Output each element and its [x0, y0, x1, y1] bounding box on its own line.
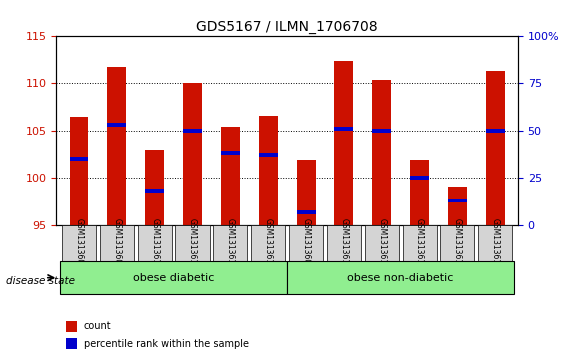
Text: GSM1313615: GSM1313615	[453, 218, 462, 269]
Bar	[65, 321, 77, 332]
Text: obese non-diabetic: obese non-diabetic	[347, 273, 454, 283]
FancyBboxPatch shape	[287, 261, 514, 294]
Bar	[259, 153, 278, 157]
Text: GSM1313617: GSM1313617	[491, 218, 500, 269]
Bar	[259, 115, 278, 225]
Text: GSM1313608: GSM1313608	[302, 218, 311, 269]
Bar	[448, 187, 467, 225]
Bar	[65, 338, 77, 349]
Bar	[145, 150, 164, 225]
Text: count: count	[84, 321, 111, 331]
FancyBboxPatch shape	[213, 225, 247, 261]
Bar	[334, 127, 354, 131]
Bar	[183, 129, 202, 132]
Text: GSM1313618: GSM1313618	[263, 218, 272, 269]
Bar	[448, 199, 467, 203]
Text: obese diabetic: obese diabetic	[133, 273, 215, 283]
Bar	[145, 189, 164, 193]
Text: GSM1313611: GSM1313611	[188, 218, 197, 269]
Bar	[410, 176, 429, 180]
Bar	[221, 151, 240, 155]
Bar	[486, 129, 504, 132]
Bar	[486, 71, 504, 225]
FancyBboxPatch shape	[62, 225, 96, 261]
FancyBboxPatch shape	[176, 225, 209, 261]
Text: GSM1313610: GSM1313610	[150, 218, 159, 269]
FancyBboxPatch shape	[327, 225, 361, 261]
Text: percentile rank within the sample: percentile rank within the sample	[84, 339, 249, 348]
Bar	[410, 160, 429, 225]
Bar	[70, 118, 88, 225]
Bar	[334, 61, 354, 225]
Bar	[108, 123, 126, 127]
Bar	[70, 157, 88, 161]
Text: GSM1313614: GSM1313614	[415, 218, 424, 269]
FancyBboxPatch shape	[100, 225, 134, 261]
FancyBboxPatch shape	[440, 225, 475, 261]
Bar	[372, 129, 391, 132]
Bar	[108, 68, 126, 225]
FancyBboxPatch shape	[478, 225, 512, 261]
Title: GDS5167 / ILMN_1706708: GDS5167 / ILMN_1706708	[196, 20, 378, 34]
FancyBboxPatch shape	[60, 261, 287, 294]
Bar	[372, 80, 391, 225]
Bar	[221, 127, 240, 225]
Text: GSM1313616: GSM1313616	[226, 218, 235, 269]
Text: GSM1313607: GSM1313607	[74, 218, 83, 269]
FancyBboxPatch shape	[403, 225, 436, 261]
FancyBboxPatch shape	[289, 225, 323, 261]
Text: GSM1313612: GSM1313612	[339, 218, 348, 269]
Text: disease state: disease state	[6, 276, 75, 286]
Bar	[297, 160, 315, 225]
FancyBboxPatch shape	[138, 225, 172, 261]
Text: GSM1313613: GSM1313613	[377, 218, 386, 269]
FancyBboxPatch shape	[365, 225, 399, 261]
Text: GSM1313609: GSM1313609	[113, 218, 122, 269]
Bar	[297, 210, 315, 214]
Bar	[183, 82, 202, 225]
FancyBboxPatch shape	[251, 225, 285, 261]
